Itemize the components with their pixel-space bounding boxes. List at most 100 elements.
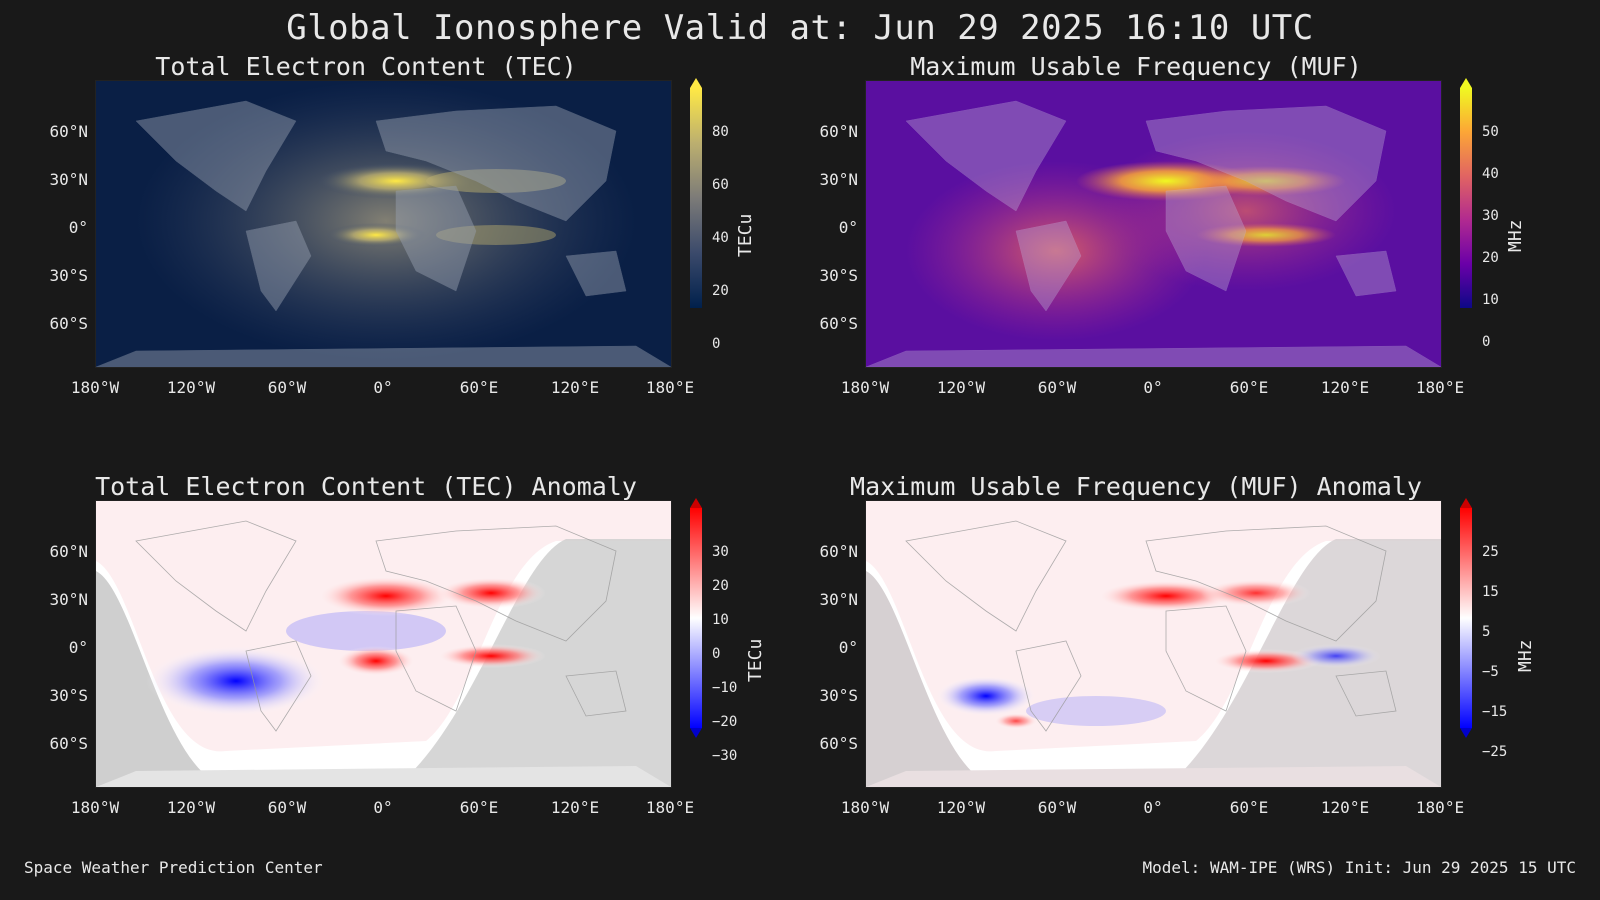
colorbar-label: MHz <box>1505 219 1526 252</box>
lon-tick: 0° <box>373 378 393 397</box>
colorbar-tick: 30 <box>1482 208 1499 224</box>
lon-tick: 180°W <box>70 798 120 817</box>
lon-tick: 0° <box>1143 378 1163 397</box>
colorbar-tick: 40 <box>1482 166 1499 182</box>
panel-muf: Maximum Usable Frequency (MUF) 60°N 30 <box>770 52 1530 472</box>
lon-tick: 180°W <box>840 798 890 817</box>
colorbar-tick: 20 <box>712 283 729 299</box>
lat-tick: 0° <box>838 638 858 657</box>
lat-tick: 60°N <box>819 542 858 561</box>
lon-tick: 120°E <box>1320 798 1370 817</box>
lon-tick: 60°E <box>459 798 499 817</box>
colorbar-max-arrow <box>690 78 702 88</box>
lon-tick: 120°E <box>550 798 600 817</box>
lon-tick: 0° <box>1143 798 1163 817</box>
lat-tick: 30°N <box>819 170 858 189</box>
lat-tick: 60°N <box>49 542 88 561</box>
colorbar-tick: 40 <box>712 230 729 246</box>
tec-map <box>95 80 672 368</box>
panel-title: Maximum Usable Frequency (MUF) Anomaly <box>850 472 1422 501</box>
colorbar-min-arrow <box>690 728 702 738</box>
lon-tick: 0° <box>373 798 393 817</box>
colorbar-tick: −25 <box>1482 744 1508 760</box>
panel-tec-anomaly: Total Electron Content (TEC) Anomaly <box>0 472 766 892</box>
colorbar-tick: 10 <box>1482 292 1499 308</box>
lon-tick: 120°E <box>1320 378 1370 397</box>
lat-tick: 0° <box>68 218 88 237</box>
colorbar-min-arrow <box>1460 728 1472 738</box>
lat-tick: 30°S <box>49 686 88 705</box>
lon-tick: 60°W <box>1037 798 1077 817</box>
colorbar-tick: −20 <box>712 714 738 730</box>
lon-tick: 60°E <box>1229 378 1269 397</box>
lat-tick: 60°S <box>819 734 858 753</box>
lon-tick: 60°W <box>267 378 307 397</box>
colorbar-label: TECu <box>735 213 756 257</box>
colorbar-tick: −5 <box>1482 664 1499 680</box>
lat-tick: 60°N <box>819 122 858 141</box>
panel-title: Maximum Usable Frequency (MUF) <box>910 52 1362 81</box>
lat-tick: 30°S <box>819 686 858 705</box>
colorbar-tick: 60 <box>712 177 729 193</box>
lon-tick: 120°W <box>166 378 216 397</box>
colorbar-tick: −30 <box>712 748 738 764</box>
lat-tick: 60°S <box>49 734 88 753</box>
colorbar-tick: 20 <box>712 578 729 594</box>
lat-tick: 60°N <box>49 122 88 141</box>
lon-tick: 180°W <box>840 378 890 397</box>
muf-anomaly-colorbar <box>1460 508 1472 728</box>
colorbar-tick: 10 <box>712 612 729 628</box>
colorbar-max-arrow <box>1460 78 1472 88</box>
lon-tick: 180°E <box>645 378 695 397</box>
lon-tick: 180°E <box>645 798 695 817</box>
colorbar-max-arrow <box>690 498 702 508</box>
lon-tick: 60°E <box>459 378 499 397</box>
colorbar-tick: 20 <box>1482 250 1499 266</box>
panel-muf-anomaly: Maximum Usable Frequency (MUF) Anomaly <box>770 472 1536 892</box>
lat-tick: 30°N <box>49 170 88 189</box>
colorbar-label: MHz <box>1515 639 1536 672</box>
panel-title: Total Electron Content (TEC) <box>155 52 577 81</box>
lat-tick: 60°S <box>819 314 858 333</box>
muf-map <box>865 80 1442 368</box>
colorbar-label: TECu <box>745 638 766 682</box>
colorbar-tick: 30 <box>712 544 729 560</box>
lon-tick: 120°E <box>550 378 600 397</box>
lat-tick: 30°S <box>49 266 88 285</box>
lon-tick: 180°E <box>1415 378 1465 397</box>
panel-title: Total Electron Content (TEC) Anomaly <box>95 472 637 501</box>
lon-tick: 120°W <box>166 798 216 817</box>
colorbar-tick: 80 <box>712 124 729 140</box>
colorbar-max-arrow <box>1460 498 1472 508</box>
lon-tick: 120°W <box>936 378 986 397</box>
colorbar-tick: −15 <box>1482 704 1508 720</box>
lat-tick: 0° <box>68 638 88 657</box>
lon-tick: 180°E <box>1415 798 1465 817</box>
colorbar-tick: 25 <box>1482 544 1499 560</box>
colorbar-tick: 5 <box>1482 624 1491 640</box>
lat-tick: 60°S <box>49 314 88 333</box>
tec-anomaly-colorbar <box>690 508 702 728</box>
lat-tick: 0° <box>838 218 858 237</box>
muf-colorbar <box>1460 88 1472 308</box>
tec-anomaly-map <box>95 500 672 788</box>
lat-tick: 30°S <box>819 266 858 285</box>
lon-tick: 60°E <box>1229 798 1269 817</box>
lat-tick: 30°N <box>819 590 858 609</box>
lon-tick: 60°W <box>1037 378 1077 397</box>
colorbar-tick: 0 <box>1482 334 1491 350</box>
lon-tick: 180°W <box>70 378 120 397</box>
colorbar-tick: 0 <box>712 336 721 352</box>
footer-model-info: Model: WAM-IPE (WRS) Init: Jun 29 2025 1… <box>1142 858 1576 877</box>
page-title: Global Ionosphere Valid at: Jun 29 2025 … <box>286 8 1314 48</box>
lon-tick: 60°W <box>267 798 307 817</box>
colorbar-tick: −10 <box>712 680 738 696</box>
footer-credit: Space Weather Prediction Center <box>24 858 323 877</box>
colorbar-tick: 15 <box>1482 584 1499 600</box>
muf-anomaly-map <box>865 500 1442 788</box>
tec-colorbar <box>690 88 702 308</box>
lon-tick: 120°W <box>936 798 986 817</box>
lat-tick: 30°N <box>49 590 88 609</box>
colorbar-tick: 50 <box>1482 124 1499 140</box>
panel-tec: Total Electron Content (TEC) 60°N 30°N <box>0 52 760 472</box>
